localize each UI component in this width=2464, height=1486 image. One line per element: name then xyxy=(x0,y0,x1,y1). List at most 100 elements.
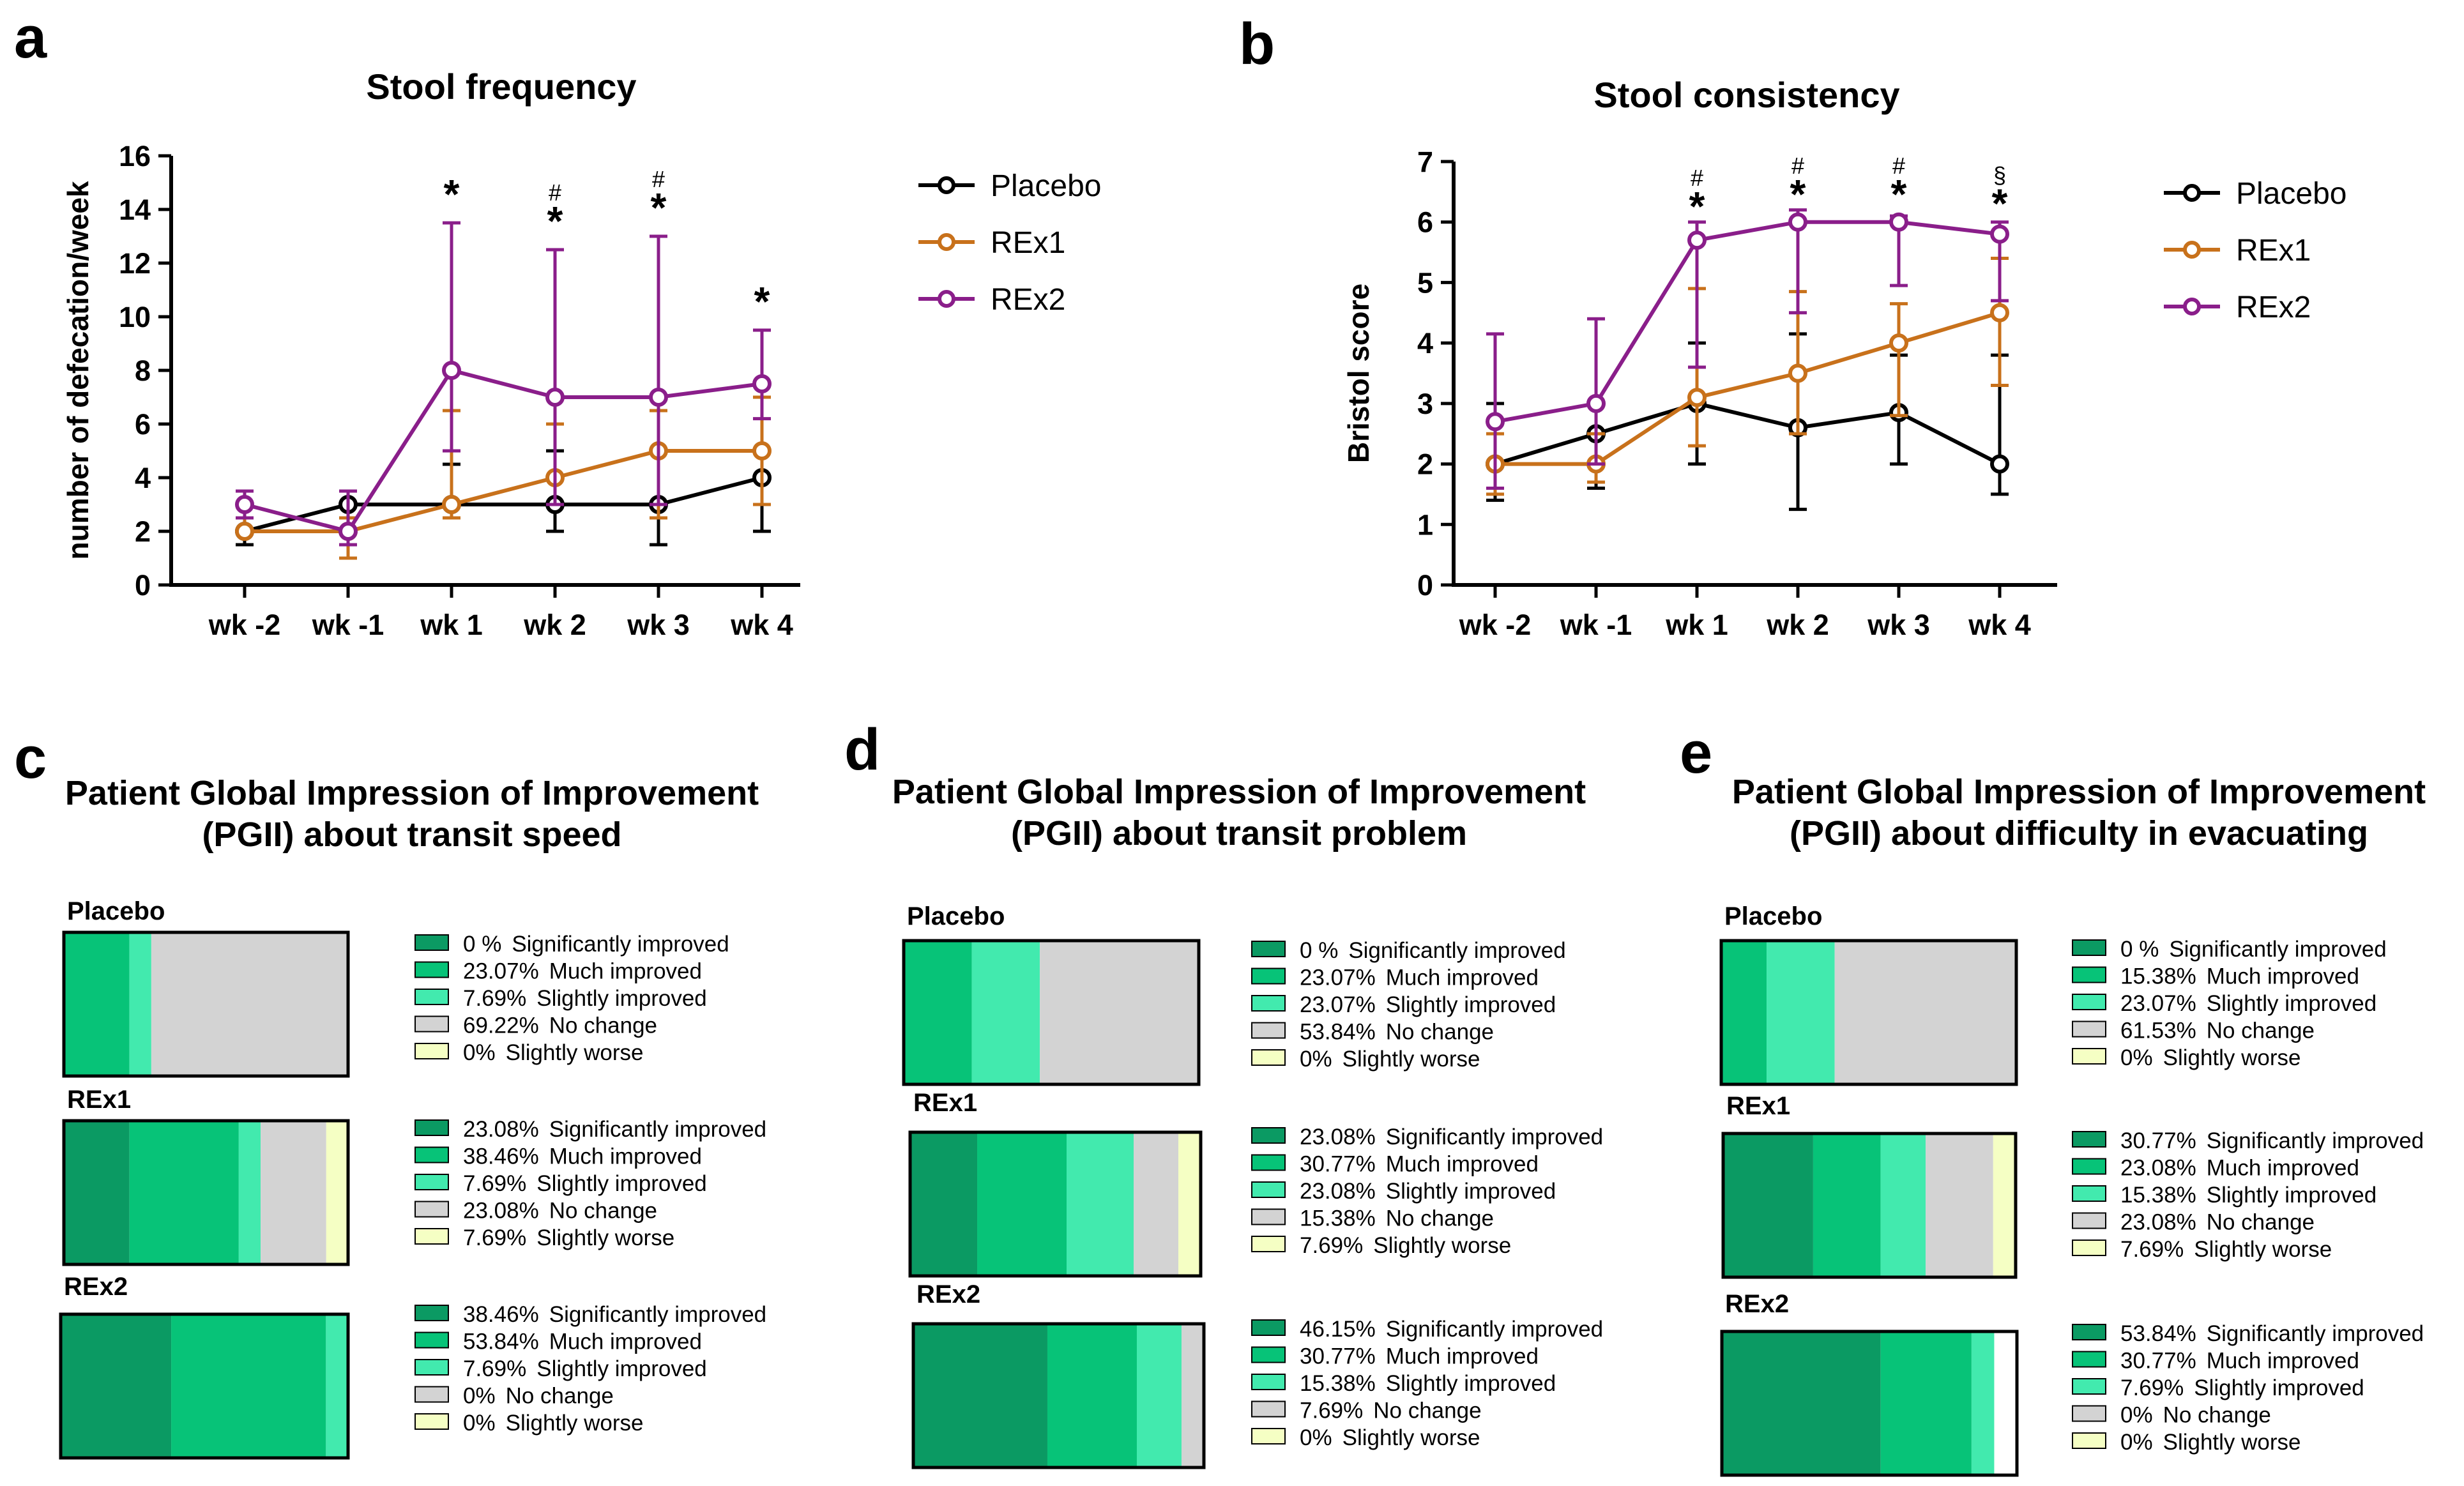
legend-category: Significantly improved xyxy=(1348,938,1565,963)
group-label: REx2 xyxy=(1725,1290,1789,1318)
data-point xyxy=(1990,224,2009,244)
chart-title-line: (PGII) about transit problem xyxy=(1011,814,1467,853)
legend-swatch xyxy=(1251,1400,1286,1418)
data-point xyxy=(752,374,772,393)
legend-category: Slightly improved xyxy=(536,1356,707,1381)
bar-segment xyxy=(326,1314,348,1458)
legend-category: Slightly improved xyxy=(1386,992,1556,1017)
legend-label: Placebo xyxy=(2236,177,2346,211)
series-placebo xyxy=(1486,332,2009,512)
data-point xyxy=(1687,231,1707,250)
legend-value: 53.84% xyxy=(1300,1020,1376,1045)
legend-category: Slightly worse xyxy=(506,1040,644,1065)
legend-value: 30.77% xyxy=(2120,1349,2196,1374)
legend-entry: 0 % Significantly improved xyxy=(2120,937,2387,962)
legend-swatch xyxy=(1251,1208,1286,1225)
legend-swatch xyxy=(1251,1022,1286,1039)
bar-outline xyxy=(1720,1330,2019,1477)
legend-value: 7.69% xyxy=(1300,1233,1363,1258)
legend-category: No change xyxy=(1373,1399,1481,1423)
x-tick-label: wk 1 xyxy=(1665,609,1728,641)
legend-category: Much improved xyxy=(2207,1349,2359,1374)
legend-swatch xyxy=(2072,1432,2106,1449)
legend-swatch xyxy=(414,1174,449,1190)
legend-value: 7.69% xyxy=(1300,1399,1363,1423)
data-point xyxy=(752,441,772,460)
significance-mark: # xyxy=(1691,165,1703,191)
legend-value: 30.77% xyxy=(1300,1152,1376,1177)
significance-mark: # xyxy=(652,166,665,192)
series-line xyxy=(244,368,763,534)
legend-swatch xyxy=(2072,1020,2106,1038)
legend-entry: 38.46% Much improved xyxy=(463,1144,702,1169)
chart-title: Stool frequency xyxy=(366,66,636,107)
legend-marker xyxy=(938,176,955,194)
bar-segment xyxy=(1178,1132,1201,1276)
legend-value: 53.84% xyxy=(2120,1321,2196,1346)
panel-letter: e xyxy=(1680,720,1712,785)
bar-segment xyxy=(64,1121,130,1264)
series-rex2 xyxy=(235,221,772,547)
legend-entry: 23.08% Slightly improved xyxy=(1300,1179,1556,1204)
legend-category: Much improved xyxy=(549,959,702,984)
legend-value: 7.69% xyxy=(463,986,526,1011)
panel-letter: b xyxy=(1239,11,1275,77)
legend-entry: 53.84% Significantly improved xyxy=(2120,1321,2424,1346)
legend-category: Much improved xyxy=(1386,1344,1539,1369)
bar-segment xyxy=(977,1132,1067,1276)
legend-value: 23.08% xyxy=(463,1199,539,1224)
data-point xyxy=(338,522,358,541)
legend-value: 0% xyxy=(463,1411,496,1436)
legend-category: No change xyxy=(2163,1403,2271,1428)
group-label: REx2 xyxy=(916,1280,980,1308)
legend-category: Slightly improved xyxy=(2207,1183,2377,1208)
data-point xyxy=(1990,303,2009,322)
series-line xyxy=(1495,310,2000,466)
legend-category: Slightly worse xyxy=(2163,1430,2301,1455)
y-tick-label: 0 xyxy=(1417,569,1433,602)
significance-star: * xyxy=(651,185,667,231)
legend-swatch xyxy=(414,1386,449,1403)
y-tick-label: 4 xyxy=(1417,327,1433,360)
data-point xyxy=(1486,412,1505,432)
x-tick-label: wk -2 xyxy=(208,609,281,641)
legend-value: 15.38% xyxy=(2120,1183,2196,1208)
chart-title-line: Patient Global Impression of Improvement xyxy=(65,774,759,812)
legend-swatch xyxy=(414,1015,449,1033)
legend-value: 0% xyxy=(2120,1430,2153,1455)
bar-outline xyxy=(902,939,1201,1086)
legend-category: Significantly improved xyxy=(2207,1321,2424,1346)
bar-segment xyxy=(904,941,972,1084)
bar-segment xyxy=(1834,941,2016,1084)
legend-entry: 15.38% Much improved xyxy=(2120,964,2359,989)
legend-value: 7.69% xyxy=(463,1171,526,1196)
legend-swatch xyxy=(2072,1240,2106,1256)
group-label: Placebo xyxy=(1724,902,1822,930)
x-tick-label: wk -1 xyxy=(1560,609,1632,641)
bar-outline xyxy=(59,1312,350,1460)
legend-value: 23.07% xyxy=(463,959,539,984)
bar-segment xyxy=(1067,1132,1134,1276)
legend-value: 7.69% xyxy=(463,1356,526,1381)
legend-swatch xyxy=(414,1359,449,1376)
legend-value: 23.07% xyxy=(2120,991,2196,1016)
group-label: REx2 xyxy=(64,1273,128,1301)
y-tick-label: 1 xyxy=(1417,508,1433,541)
legend-entry: 15.38% Slightly improved xyxy=(2120,1183,2377,1208)
chart-panel-a: a Stool frequency 0 2 4 6 8 10 12 14 16 wk -2 wk -1 w… xyxy=(14,5,1101,641)
bar-segment xyxy=(1813,1133,1881,1277)
x-tick-label: wk 4 xyxy=(1968,609,2031,641)
legend-value: 23.07% xyxy=(1300,992,1376,1017)
group-rex2: REx2 46.15% Significantly improved 30.77% Mu… xyxy=(911,1280,1603,1469)
legend-value: 0% xyxy=(2120,1403,2153,1428)
legend-category: Significantly improved xyxy=(1386,1317,1603,1342)
legend-swatch xyxy=(2072,1185,2106,1202)
bar-segment xyxy=(1993,1133,2016,1277)
legend-entry: 0% Slightly worse xyxy=(2120,1430,2301,1455)
legend-entry: 30.77% Much improved xyxy=(2120,1349,2359,1374)
legend-label: REx2 xyxy=(2236,291,2311,324)
bar-segment xyxy=(1134,1132,1179,1276)
group-label: REx1 xyxy=(67,1086,131,1114)
